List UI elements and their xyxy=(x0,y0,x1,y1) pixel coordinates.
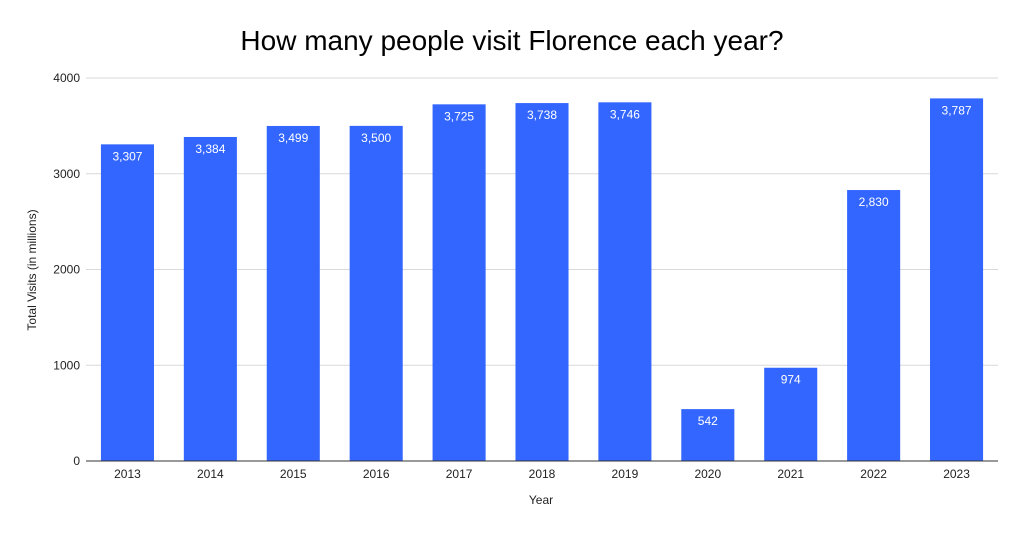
x-tick-label: 2022 xyxy=(860,467,887,481)
bar-2018 xyxy=(515,103,569,462)
bar-2019 xyxy=(598,102,652,462)
bar-2021 xyxy=(764,367,818,461)
data-label: 2,830 xyxy=(859,195,889,209)
y-tick-label: 2000 xyxy=(53,263,80,277)
x-tick-label: 2018 xyxy=(529,467,556,481)
x-tick-label: 2020 xyxy=(694,467,721,481)
bar-2020 xyxy=(681,409,735,461)
data-label: 3,738 xyxy=(527,108,557,122)
bar-2022 xyxy=(847,190,901,461)
x-tick-label: 2015 xyxy=(280,467,307,481)
x-tick-label: 2017 xyxy=(446,467,473,481)
x-tick-label: 2023 xyxy=(943,467,970,481)
y-tick-label: 0 xyxy=(73,454,80,468)
bars xyxy=(100,98,984,462)
bar-2015 xyxy=(266,125,320,461)
bar-2014 xyxy=(183,136,237,461)
data-label: 542 xyxy=(698,414,718,428)
data-label: 3,725 xyxy=(444,109,474,123)
bar-2017 xyxy=(432,104,486,462)
data-label: 3,307 xyxy=(112,149,142,163)
chart-title: How many people visit Florence each year… xyxy=(240,25,783,56)
bar-2013 xyxy=(100,144,154,462)
y-tick-label: 1000 xyxy=(53,358,80,372)
data-label: 3,500 xyxy=(361,131,391,145)
bar-2023 xyxy=(930,98,984,462)
x-tick-label: 2016 xyxy=(363,467,390,481)
y-tick-label: 4000 xyxy=(53,71,80,85)
x-tick-label: 2013 xyxy=(114,467,141,481)
data-label: 974 xyxy=(781,373,801,387)
data-label: 3,384 xyxy=(195,142,225,156)
x-axis-ticks: 2013 2014 2015 2016 2017 2018 2019 2020 2021 2022… xyxy=(114,467,970,481)
x-axis-label: Year xyxy=(529,493,553,507)
x-tick-label: 2014 xyxy=(197,467,224,481)
y-tick-label: 3000 xyxy=(53,167,80,181)
data-label: 3,499 xyxy=(278,131,308,145)
bar-2016 xyxy=(349,125,403,461)
data-label: 3,746 xyxy=(610,107,640,121)
x-tick-label: 2019 xyxy=(612,467,639,481)
data-label: 3,787 xyxy=(942,103,972,117)
data-labels: 3,307 3,384 3,499 3,500 3,725 3,738 3,746 542 97… xyxy=(112,103,971,428)
y-axis-ticks: 0 1000 2000 3000 4000 xyxy=(53,71,80,468)
x-tick-label: 2021 xyxy=(777,467,804,481)
y-axis-label: Total Visits (in millions) xyxy=(25,209,39,330)
